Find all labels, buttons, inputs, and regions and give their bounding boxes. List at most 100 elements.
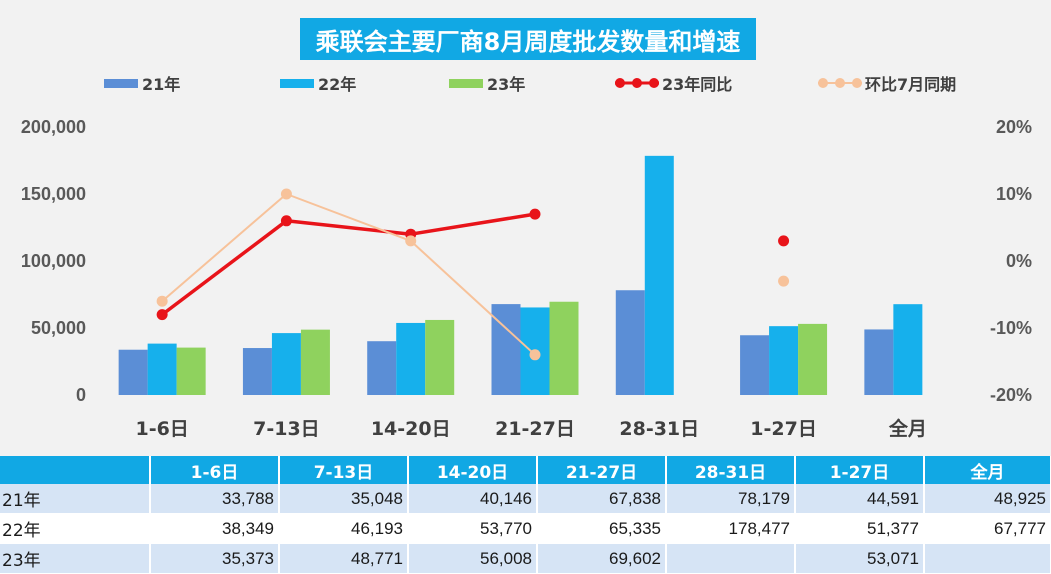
bar-23 xyxy=(300,329,330,395)
bar-22 xyxy=(396,322,426,395)
point-yoy xyxy=(778,235,790,247)
table-cell: 178,477 xyxy=(666,513,796,544)
line-segment-yoy xyxy=(410,212,536,236)
table-header-cell: 7-13日 xyxy=(279,456,409,484)
legend-label-yoy: 23年同比 xyxy=(662,75,733,94)
table-cell: 48,771 xyxy=(279,543,409,574)
table-header-cell: 28-31日 xyxy=(666,456,796,484)
combo-chart: 0 50,000 100,000 150,000 200,000 -20% -10% 0% 10… xyxy=(21,117,1032,440)
bar-23 xyxy=(798,323,828,395)
legend-line-yoy-icon xyxy=(615,78,659,88)
data-table: 1-6日 7-13日 14-20日 21-27日 28-31日 1-27日 全月… xyxy=(0,456,1051,574)
table-cell: 40,146 xyxy=(408,484,538,514)
row-label: 21年 xyxy=(0,484,151,514)
table-header-cell: 1-6日 xyxy=(150,456,280,484)
bar-22 xyxy=(271,333,301,395)
line-segment-mom xyxy=(286,193,412,242)
table-cell xyxy=(666,543,796,574)
table-cell: 35,048 xyxy=(279,484,409,514)
legend-swatch-21 xyxy=(104,78,138,88)
point-mom xyxy=(280,188,292,200)
table-header-cell: 全月 xyxy=(924,456,1051,484)
bar-23 xyxy=(549,301,579,395)
table-cell: 35,373 xyxy=(150,543,280,574)
legend-item-22: 22年 xyxy=(280,72,356,94)
line-segment-mom xyxy=(410,240,536,356)
table-cell: 51,377 xyxy=(795,513,925,544)
line-segment-yoy xyxy=(161,219,288,316)
y-right-tick-label: 20% xyxy=(996,117,1032,137)
y-right-tick-label: -20% xyxy=(990,385,1032,405)
table-cell: 65,335 xyxy=(537,513,667,544)
y-left-tick-label: 150,000 xyxy=(21,184,86,204)
bar-22 xyxy=(644,155,674,395)
x-tick-label: 1-6日 xyxy=(135,418,188,440)
table-cell: 53,770 xyxy=(408,513,538,544)
table-cell: 53,071 xyxy=(795,543,925,574)
point-yoy xyxy=(156,309,168,321)
table-header-cell xyxy=(0,456,151,484)
table-cell: 33,788 xyxy=(150,484,280,514)
bar-23 xyxy=(176,347,206,395)
legend-label-mom: 环比7月同期 xyxy=(865,75,957,94)
bar-21 xyxy=(367,341,397,395)
table-cell: 56,008 xyxy=(408,543,538,574)
table-cell xyxy=(924,543,1051,574)
table-cell: 46,193 xyxy=(279,513,409,544)
bar-22 xyxy=(147,343,177,395)
bar-23 xyxy=(425,319,455,395)
table-cell: 67,777 xyxy=(924,513,1051,544)
row-label: 22年 xyxy=(0,513,151,544)
line-segment-yoy xyxy=(286,219,411,236)
bar-21 xyxy=(864,329,894,395)
y-right-tick-label: 10% xyxy=(996,184,1032,204)
x-tick-label: 7-13日 xyxy=(253,418,320,440)
legend-label-21: 21年 xyxy=(142,75,181,94)
legend-swatch-23 xyxy=(449,78,483,88)
point-mom xyxy=(778,275,790,287)
legend-item-21: 21年 xyxy=(104,72,180,94)
x-tick-label: 28-31日 xyxy=(619,418,699,440)
table-row: 23年 35,373 48,771 56,008 69,602 53,071 xyxy=(0,543,1051,574)
table-row: 21年 33,788 35,048 40,146 67,838 78,179 4… xyxy=(0,484,1051,514)
table-header-cell: 1-27日 xyxy=(795,456,925,484)
table-header-cell: 14-20日 xyxy=(408,456,538,484)
point-mom xyxy=(529,349,541,361)
table-row: 22年 38,349 46,193 53,770 65,335 178,477 … xyxy=(0,513,1051,544)
x-tick-label: 21-27日 xyxy=(495,418,575,440)
table-cell: 44,591 xyxy=(795,484,925,514)
legend-item-yoy: 23年同比 xyxy=(614,72,732,94)
legend-swatch-22 xyxy=(280,78,314,88)
legend-item-mom: 环比7月同期 xyxy=(817,72,956,94)
chart-title: 乘联会主要厂商8月周度批发数量和增速 xyxy=(300,18,756,60)
bar-22 xyxy=(893,304,923,395)
y-left-tick-label: 100,000 xyxy=(21,251,86,271)
legend: 21年 22年 23年 23年同比 环比7月同期 xyxy=(0,72,1051,94)
bar-21 xyxy=(118,349,148,395)
table-cell: 67,838 xyxy=(537,484,667,514)
bar-22 xyxy=(769,326,799,395)
table-header-cell: 21-27日 xyxy=(537,456,667,484)
point-yoy xyxy=(529,208,541,220)
point-yoy xyxy=(280,215,292,227)
table-cell: 38,349 xyxy=(150,513,280,544)
table-cell: 48,925 xyxy=(924,484,1051,514)
y-left-tick-label: 50,000 xyxy=(31,318,86,338)
x-tick-label: 全月 xyxy=(888,417,927,440)
y-left-tick-label: 0 xyxy=(76,385,86,405)
y-right-tick-label: -10% xyxy=(990,318,1032,338)
row-label: 23年 xyxy=(0,543,151,574)
bar-21 xyxy=(615,290,645,395)
bar-21 xyxy=(740,335,770,395)
y-left-tick-label: 200,000 xyxy=(21,117,86,137)
y-right-tick-label: 0% xyxy=(1006,251,1032,271)
table-header-row: 1-6日 7-13日 14-20日 21-27日 28-31日 1-27日 全月 xyxy=(0,456,1051,484)
legend-item-23: 23年 xyxy=(449,72,525,94)
bar-21 xyxy=(242,348,272,395)
x-tick-label: 1-27日 xyxy=(750,418,817,440)
table-cell: 69,602 xyxy=(537,543,667,574)
line-segment-mom xyxy=(161,193,288,302)
point-mom xyxy=(156,295,168,307)
table-cell: 78,179 xyxy=(666,484,796,514)
legend-line-mom-icon xyxy=(818,78,862,88)
